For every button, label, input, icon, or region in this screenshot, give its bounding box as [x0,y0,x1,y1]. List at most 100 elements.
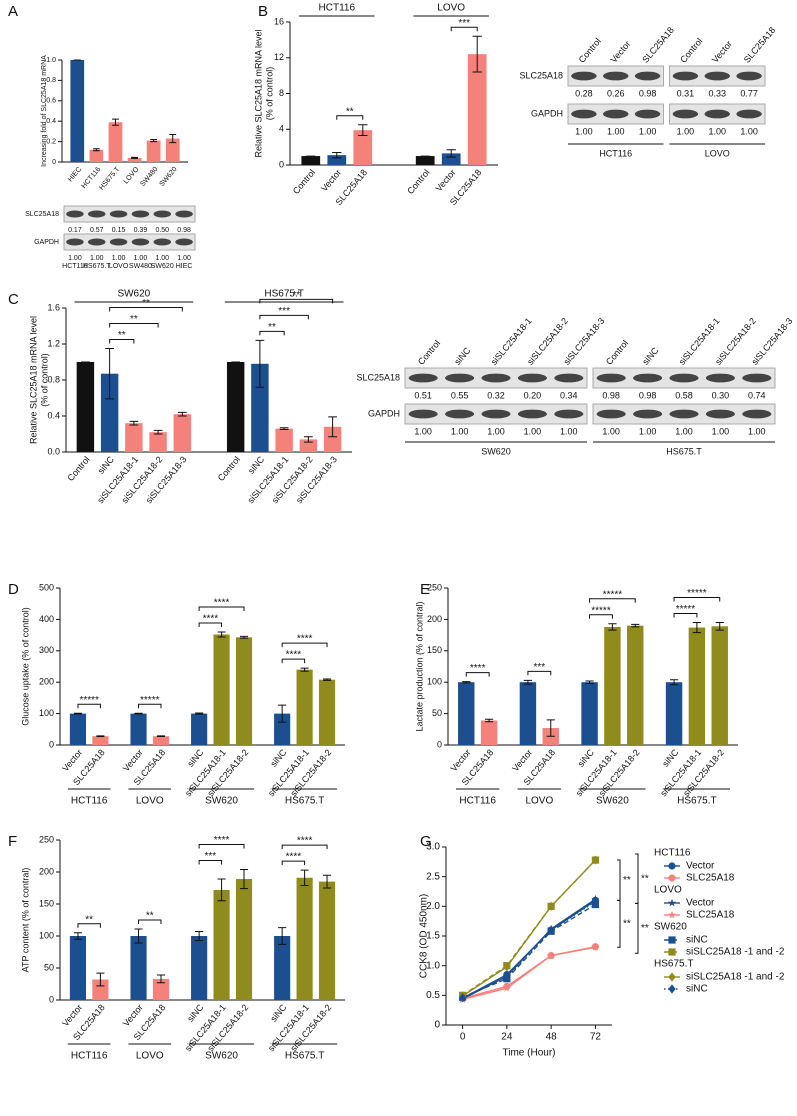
x-tick-label: Control [65,454,91,483]
significance-label: ** [85,914,93,925]
blot-value: 1.00 [451,426,469,436]
group-label: LOVO [705,148,730,158]
y-tick-label: 100 [427,677,442,687]
x-tick-label: SW480 [139,166,159,188]
significance-bracket [138,919,162,924]
error-bar [131,156,138,159]
group-label: SW620 [117,289,150,300]
significance-bracket [138,703,162,709]
y-tick-label: 4 [279,124,284,134]
error-bar [631,623,640,628]
legend-label: siNC [686,935,708,946]
y-axis-label: CCK8 (OD 450nm) [419,894,430,978]
significance-bracket [527,670,552,676]
y-tick-label: 3.0 [426,842,440,853]
y-tick-label: 0.8 [46,77,56,84]
blot-value: 1.00 [639,126,657,136]
blot-band [481,373,511,383]
error-bar [195,931,204,941]
significance-label: ** [641,923,649,934]
blot-band [571,71,597,81]
y-tick-label: 0.4 [47,410,60,420]
marker [591,855,599,865]
bar [296,877,313,1000]
bar [581,682,598,745]
bar [89,149,104,162]
y-axis-label: Relative SLC25A18 mRNA level [253,29,263,157]
marker [502,983,511,992]
y-tick-label: 16 [274,16,284,26]
blot-value: 0.32 [487,390,505,400]
y-tick-label: 150 [427,645,442,655]
y-tick-label: 1.5 [426,931,440,942]
x-tick-label: SW620 [159,166,179,188]
bar [191,936,208,1000]
error-bar [278,927,287,945]
x-tick-label: 72 [590,1032,602,1043]
y-tick-label: 200 [427,614,442,624]
group-label: LOVO [136,796,164,807]
blot-band [408,409,438,419]
blot-value: 1.00 [712,426,730,436]
error-bar [484,718,494,723]
legend-group: LOVO [654,885,682,896]
error-bar [156,735,166,738]
blot-band [66,210,84,218]
bar [69,713,87,745]
error-bar [73,932,82,940]
blot-value: 0.26 [607,88,625,98]
x-tick-label: Vector [319,167,343,193]
series-line [462,900,596,999]
blot-band [131,238,150,246]
significance-label: **** [286,852,302,863]
significance-label: ***** [603,589,623,600]
legend-label: siSLC25A18 -1 and -2 [686,947,785,958]
y-tick-label: 1.2 [47,338,60,348]
group-label: SW620 [481,446,511,456]
group-label: SW620 [205,796,238,807]
blot-band [88,210,106,218]
bar [327,155,347,165]
y-tick-label: 1.6 [47,302,60,312]
x-tick-label: siNC [576,747,597,769]
bar [274,713,291,745]
significance-bracket [635,853,639,904]
legend-label: SLC25A18 [686,873,735,884]
blot-image [63,205,196,223]
significance-bracket [259,314,309,320]
y-tick-label: 500 [39,582,54,592]
panel-label: G [420,833,432,850]
y-tick-label: 0.8 [47,374,60,384]
blot-value: 1.00 [560,426,578,436]
bar [480,720,498,745]
blot-value: 0.31 [677,88,695,98]
bar [130,713,147,745]
significance-label: ***** [591,605,611,616]
panel-label: F [8,833,17,850]
x-tick-label: siSLC25A18-2 [681,747,726,798]
bar [235,637,253,745]
x-tick-label: siSLC25A18-2 [288,1002,333,1053]
group-label: LOVO [437,3,465,14]
lane-label: Control [604,338,630,367]
blot-value: 1.00 [675,426,693,436]
blot-value: 0.98 [639,88,657,98]
marker [503,962,511,972]
x-tick-label: siNC [246,454,267,476]
bar [127,157,142,162]
bar [301,156,321,165]
blot-value: 0.98 [639,390,657,400]
bar [108,122,123,162]
blot-band [517,409,547,419]
bar [92,979,109,1000]
y-tick-label: 100 [39,930,54,940]
significance-bracket [281,860,306,866]
error-bar [96,735,105,738]
significance-label: ** [292,290,300,301]
significance-label: ** [623,918,631,929]
significance-bracket [465,672,490,677]
bar [69,936,87,1000]
group-label: SW620 [205,1051,238,1062]
significance-label: *** [205,851,217,862]
